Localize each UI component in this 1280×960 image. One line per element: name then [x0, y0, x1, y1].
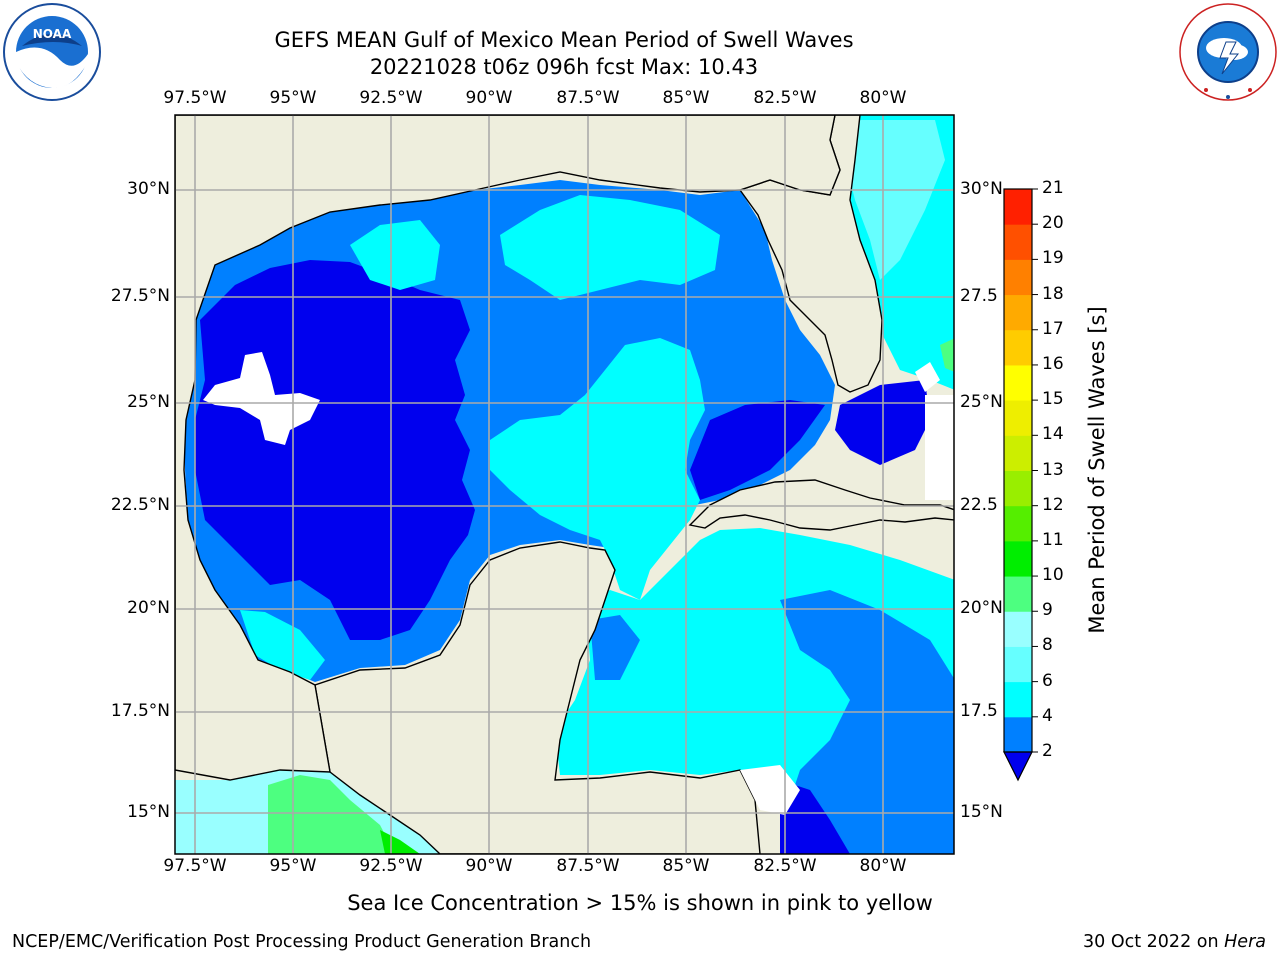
map-frame: [174, 114, 955, 855]
lat-tick-right: 17.5: [960, 701, 998, 721]
map-title: GEFS MEAN Gulf of Mexico Mean Period of …: [274, 28, 854, 52]
lat-tick-left: 20°N: [127, 598, 170, 618]
mid-period-sw: [240, 610, 325, 680]
colorbar-segment: [1004, 189, 1032, 225]
lat-tick-right: 20°N: [960, 598, 1003, 618]
footer-branch: NCEP/EMC/Verification Post Processing Pr…: [12, 932, 592, 952]
sea-ice-caption: Sea Ice Concentration > 15% is shown in …: [347, 891, 933, 915]
colorbar-segment: [1004, 646, 1032, 683]
colorbar-tick-label: 9: [1042, 600, 1053, 621]
mid-period-nw: [350, 220, 440, 290]
caribbean-low-west: [590, 615, 640, 680]
colorbar-segment: [1004, 470, 1032, 507]
colorbar-segment: [1004, 294, 1032, 331]
lon-tick-top: 85°W: [662, 88, 710, 108]
lat-tick-right: 30°N: [960, 179, 1003, 199]
noaa-logo: NOAA: [3, 3, 101, 101]
no-data-west: [203, 352, 320, 445]
lat-tick-right: 27.5: [960, 286, 998, 306]
pacific-green: [268, 775, 395, 854]
colorbar-tick-label: 17: [1042, 318, 1064, 339]
lat-tick-left: 15°N: [127, 802, 170, 822]
no-data-straits: [925, 395, 954, 500]
colorbar: [1003, 188, 1038, 782]
lon-tick-bottom: 87.5°W: [556, 856, 620, 876]
yucatan: [314, 541, 761, 854]
colorbar-segment: [1004, 435, 1032, 471]
colorbar-segment: [1004, 505, 1032, 542]
map-subtitle: 20221028 t06z 096h fcst Max: 10.43: [369, 55, 759, 79]
colorbar-tick-label: 14: [1042, 424, 1064, 445]
caribbean-low: [780, 590, 954, 854]
lat-tick-left: 17.5°N: [110, 701, 170, 721]
colorbar-segment: [1004, 224, 1032, 260]
graticule: [175, 115, 954, 854]
lon-tick-bottom: 85°W: [662, 856, 710, 876]
colorbar-tick-label: 15: [1042, 389, 1064, 410]
lon-tick-bottom: 80°W: [859, 856, 907, 876]
colorbar-tick-label: 21: [1042, 178, 1064, 198]
colorbar-segment: [1004, 540, 1032, 577]
footer-date-text: 30 Oct 2022 on: [1083, 932, 1225, 952]
lon-tick-top: 80°W: [859, 88, 907, 108]
lat-tick-right: 15°N: [960, 802, 1003, 822]
low-period-west: [195, 260, 475, 640]
bahamas-no-data: [915, 362, 940, 392]
colorbar-segment: [1004, 681, 1032, 718]
lat-tick-left: 27.5°N: [110, 286, 170, 306]
lon-tick-top: 97.5°W: [163, 88, 227, 108]
colorbar-extend-min: [1003, 751, 1033, 782]
colorbar-segment: [1004, 400, 1032, 436]
colorbar-tick-label: 13: [1042, 459, 1064, 480]
lat-tick-right: 25°N: [960, 392, 1003, 412]
colorbar-tick-label: 16: [1042, 353, 1064, 374]
colorbar-segment: [1004, 716, 1032, 753]
cuba: [688, 479, 954, 531]
colorbar-tick-label: 20: [1042, 213, 1064, 234]
noaa-text: NOAA: [33, 27, 72, 41]
colorbar-tick-label: 12: [1042, 494, 1064, 515]
map-field: [175, 115, 954, 854]
colorbar-tick-label: 19: [1042, 248, 1064, 269]
colorbar-segment: [1004, 576, 1032, 612]
colorbar-segment: [1004, 364, 1032, 401]
atlantic-light: [845, 120, 945, 280]
lon-tick-top: 92.5°W: [359, 88, 423, 108]
footer-machine: Hera: [1224, 932, 1266, 952]
lon-tick-top: 82.5°W: [753, 88, 817, 108]
colorbar-tick-label: 2: [1042, 741, 1053, 761]
lon-tick-bottom: 82.5°W: [753, 856, 817, 876]
lon-tick-bottom: 97.5°W: [163, 856, 227, 876]
lon-tick-top: 87.5°W: [556, 88, 620, 108]
lon-tick-bottom: 95°W: [269, 856, 317, 876]
footer-date: 30 Oct 2022 on Hera: [1083, 932, 1266, 952]
pacific-bright-green: [380, 830, 420, 854]
colorbar-segment: [1004, 259, 1032, 296]
colorbar-tick-label: 6: [1042, 670, 1053, 691]
colorbar-tick-label: 4: [1042, 705, 1053, 726]
lat-tick-left: 30°N: [127, 179, 170, 199]
colorbar-segment: [1004, 611, 1032, 647]
colorbar-segment: [1004, 329, 1032, 366]
colorbar-tick-label: 10: [1042, 565, 1064, 586]
atlantic-green: [940, 338, 954, 372]
colorbar-tick-label: 8: [1042, 635, 1053, 656]
lat-tick-right: 22.5: [960, 495, 998, 515]
lat-tick-left: 25°N: [127, 392, 170, 412]
low-period-east: [690, 400, 825, 500]
lon-tick-top: 90°W: [465, 88, 513, 108]
caribbean-deep: [780, 780, 850, 854]
mid-period-north: [500, 195, 720, 300]
nws-logo: [1179, 3, 1277, 101]
lon-tick-bottom: 92.5°W: [359, 856, 423, 876]
lon-tick-bottom: 90°W: [465, 856, 513, 876]
colorbar-tick-label: 18: [1042, 283, 1064, 304]
lat-tick-left: 22.5°N: [110, 495, 170, 515]
mexico-west: [175, 115, 841, 781]
colorbar-label: Mean Period of Swell Waves [s]: [1085, 306, 1109, 634]
colorbar-tick-label: 11: [1042, 529, 1064, 550]
lon-tick-top: 95°W: [269, 88, 317, 108]
